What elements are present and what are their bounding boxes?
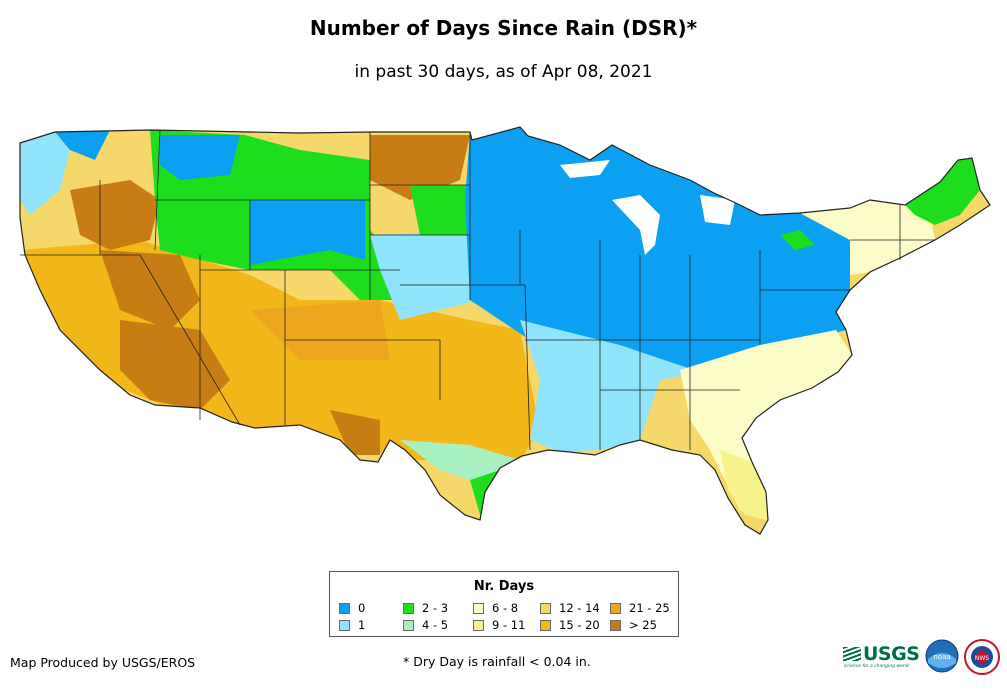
usgs-waves-icon	[843, 647, 861, 661]
legend-item: 9 - 11	[473, 619, 525, 632]
lake-michigan	[612, 195, 660, 255]
legend-box: Nr. Days 0 1 2 - 3 4 - 5 6 - 8 9 - 11 12 - 14 1…	[329, 571, 679, 637]
legend-label: 0	[358, 601, 366, 615]
region-6-8-southeast	[680, 330, 852, 520]
legend-item: 2 - 3	[403, 602, 448, 615]
noaa-logo-icon: noaa	[925, 639, 959, 673]
legend-item: 4 - 5	[403, 619, 448, 632]
usgs-logo-text: USGS	[863, 643, 920, 665]
region-gt25-nw	[70, 180, 160, 250]
legend-item: 12 - 14	[540, 602, 600, 615]
legend-swatch	[610, 603, 621, 614]
region-0-midwest	[465, 127, 850, 372]
legend-swatch	[339, 603, 350, 614]
legend-label: 12 - 14	[559, 601, 600, 615]
legend-item: 0	[339, 602, 365, 615]
legend-item: 6 - 8	[473, 602, 518, 615]
legend-label: 9 - 11	[492, 618, 526, 632]
legend-swatch	[540, 603, 551, 614]
legend-swatch	[403, 603, 414, 614]
legend-item: 21 - 25	[610, 602, 670, 615]
usgs-logo: USGS	[843, 643, 920, 665]
region-2-3-nystate	[780, 230, 815, 250]
lake-huron	[700, 195, 735, 225]
legend-title: Nr. Days	[473, 579, 535, 594]
credit-text: Map Produced by USGS/EROS	[10, 655, 196, 670]
legend-label: 2 - 3	[422, 601, 449, 615]
region-1-pnw	[20, 132, 70, 215]
region-1-plains	[370, 230, 480, 320]
legend-swatch	[403, 620, 414, 631]
region-1-south	[520, 320, 700, 452]
legend-label: > 25	[629, 618, 657, 632]
region-gt25-socal	[120, 320, 230, 410]
state-borders	[19, 126, 991, 535]
region-gt25-nevada	[100, 250, 200, 330]
legend-item: 15 - 20	[540, 619, 600, 632]
region-9-11-florida	[720, 450, 768, 520]
lake-superior	[560, 160, 610, 178]
noaa-logo-text: noaa	[933, 653, 950, 661]
map-subtitle: in past 30 days, as of Apr 08, 2021	[354, 62, 653, 82]
legend-swatch	[610, 620, 621, 631]
region-0-idaho	[160, 135, 240, 180]
legend-swatch	[540, 620, 551, 631]
legend-item: 1	[339, 619, 365, 632]
region-2-3-maine	[905, 158, 980, 225]
legend-label: 1	[358, 618, 366, 632]
region-gt25-dakota	[370, 135, 470, 200]
map-title: Number of Days Since Rain (DSR)*	[309, 16, 698, 40]
nws-logo-icon: NWS	[964, 639, 1000, 675]
legend-label: 21 - 25	[629, 601, 670, 615]
region-gt25-texas	[330, 410, 380, 455]
legend-swatch	[473, 620, 484, 631]
usgs-tagline: science for a changing world	[844, 664, 909, 669]
region-0-pnw	[55, 130, 110, 160]
footnote-text: * Dry Day is rainfall < 0.04 in.	[403, 654, 591, 669]
legend-swatch	[339, 620, 350, 631]
legend-swatch	[473, 603, 484, 614]
legend-item: > 25	[610, 619, 657, 632]
region-6-8-northeast	[800, 200, 935, 275]
legend-label: 4 - 5	[422, 618, 449, 632]
legend-label: 6 - 8	[492, 601, 519, 615]
region-0-wyoming	[250, 200, 365, 265]
nws-logo-text: NWS	[975, 655, 989, 662]
region-2-3-nebraska	[410, 185, 470, 235]
legend-label: 15 - 20	[559, 618, 600, 632]
